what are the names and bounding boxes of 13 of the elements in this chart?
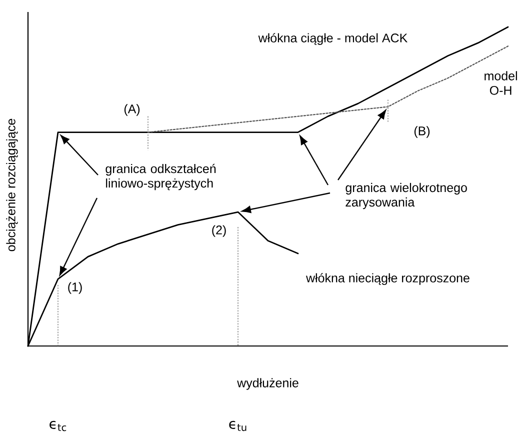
x-tick-label: ϵ$_{tc}$ bbox=[50, 420, 66, 432]
annotation: (B) bbox=[414, 126, 430, 138]
text: włókna ciągłe - model ACK bbox=[258, 33, 408, 45]
y-axis-title: obciążenie rozciągające bbox=[6, 118, 18, 252]
series-label: włókna nieciągłe rozproszone bbox=[306, 273, 470, 285]
x-axis-title: wydłużenie bbox=[237, 378, 298, 390]
series-label: model O-H bbox=[484, 71, 517, 95]
annotation: (A) bbox=[124, 104, 140, 116]
annotation: granica wielokrotnego zarysowania bbox=[346, 182, 467, 210]
x-tick-label: ϵ$_{tu}$ bbox=[229, 420, 246, 432]
annotation: (1) bbox=[68, 282, 82, 294]
annotation: granica odkształceń liniowo-sprężystych bbox=[106, 164, 216, 190]
annotation: (2) bbox=[212, 225, 226, 237]
